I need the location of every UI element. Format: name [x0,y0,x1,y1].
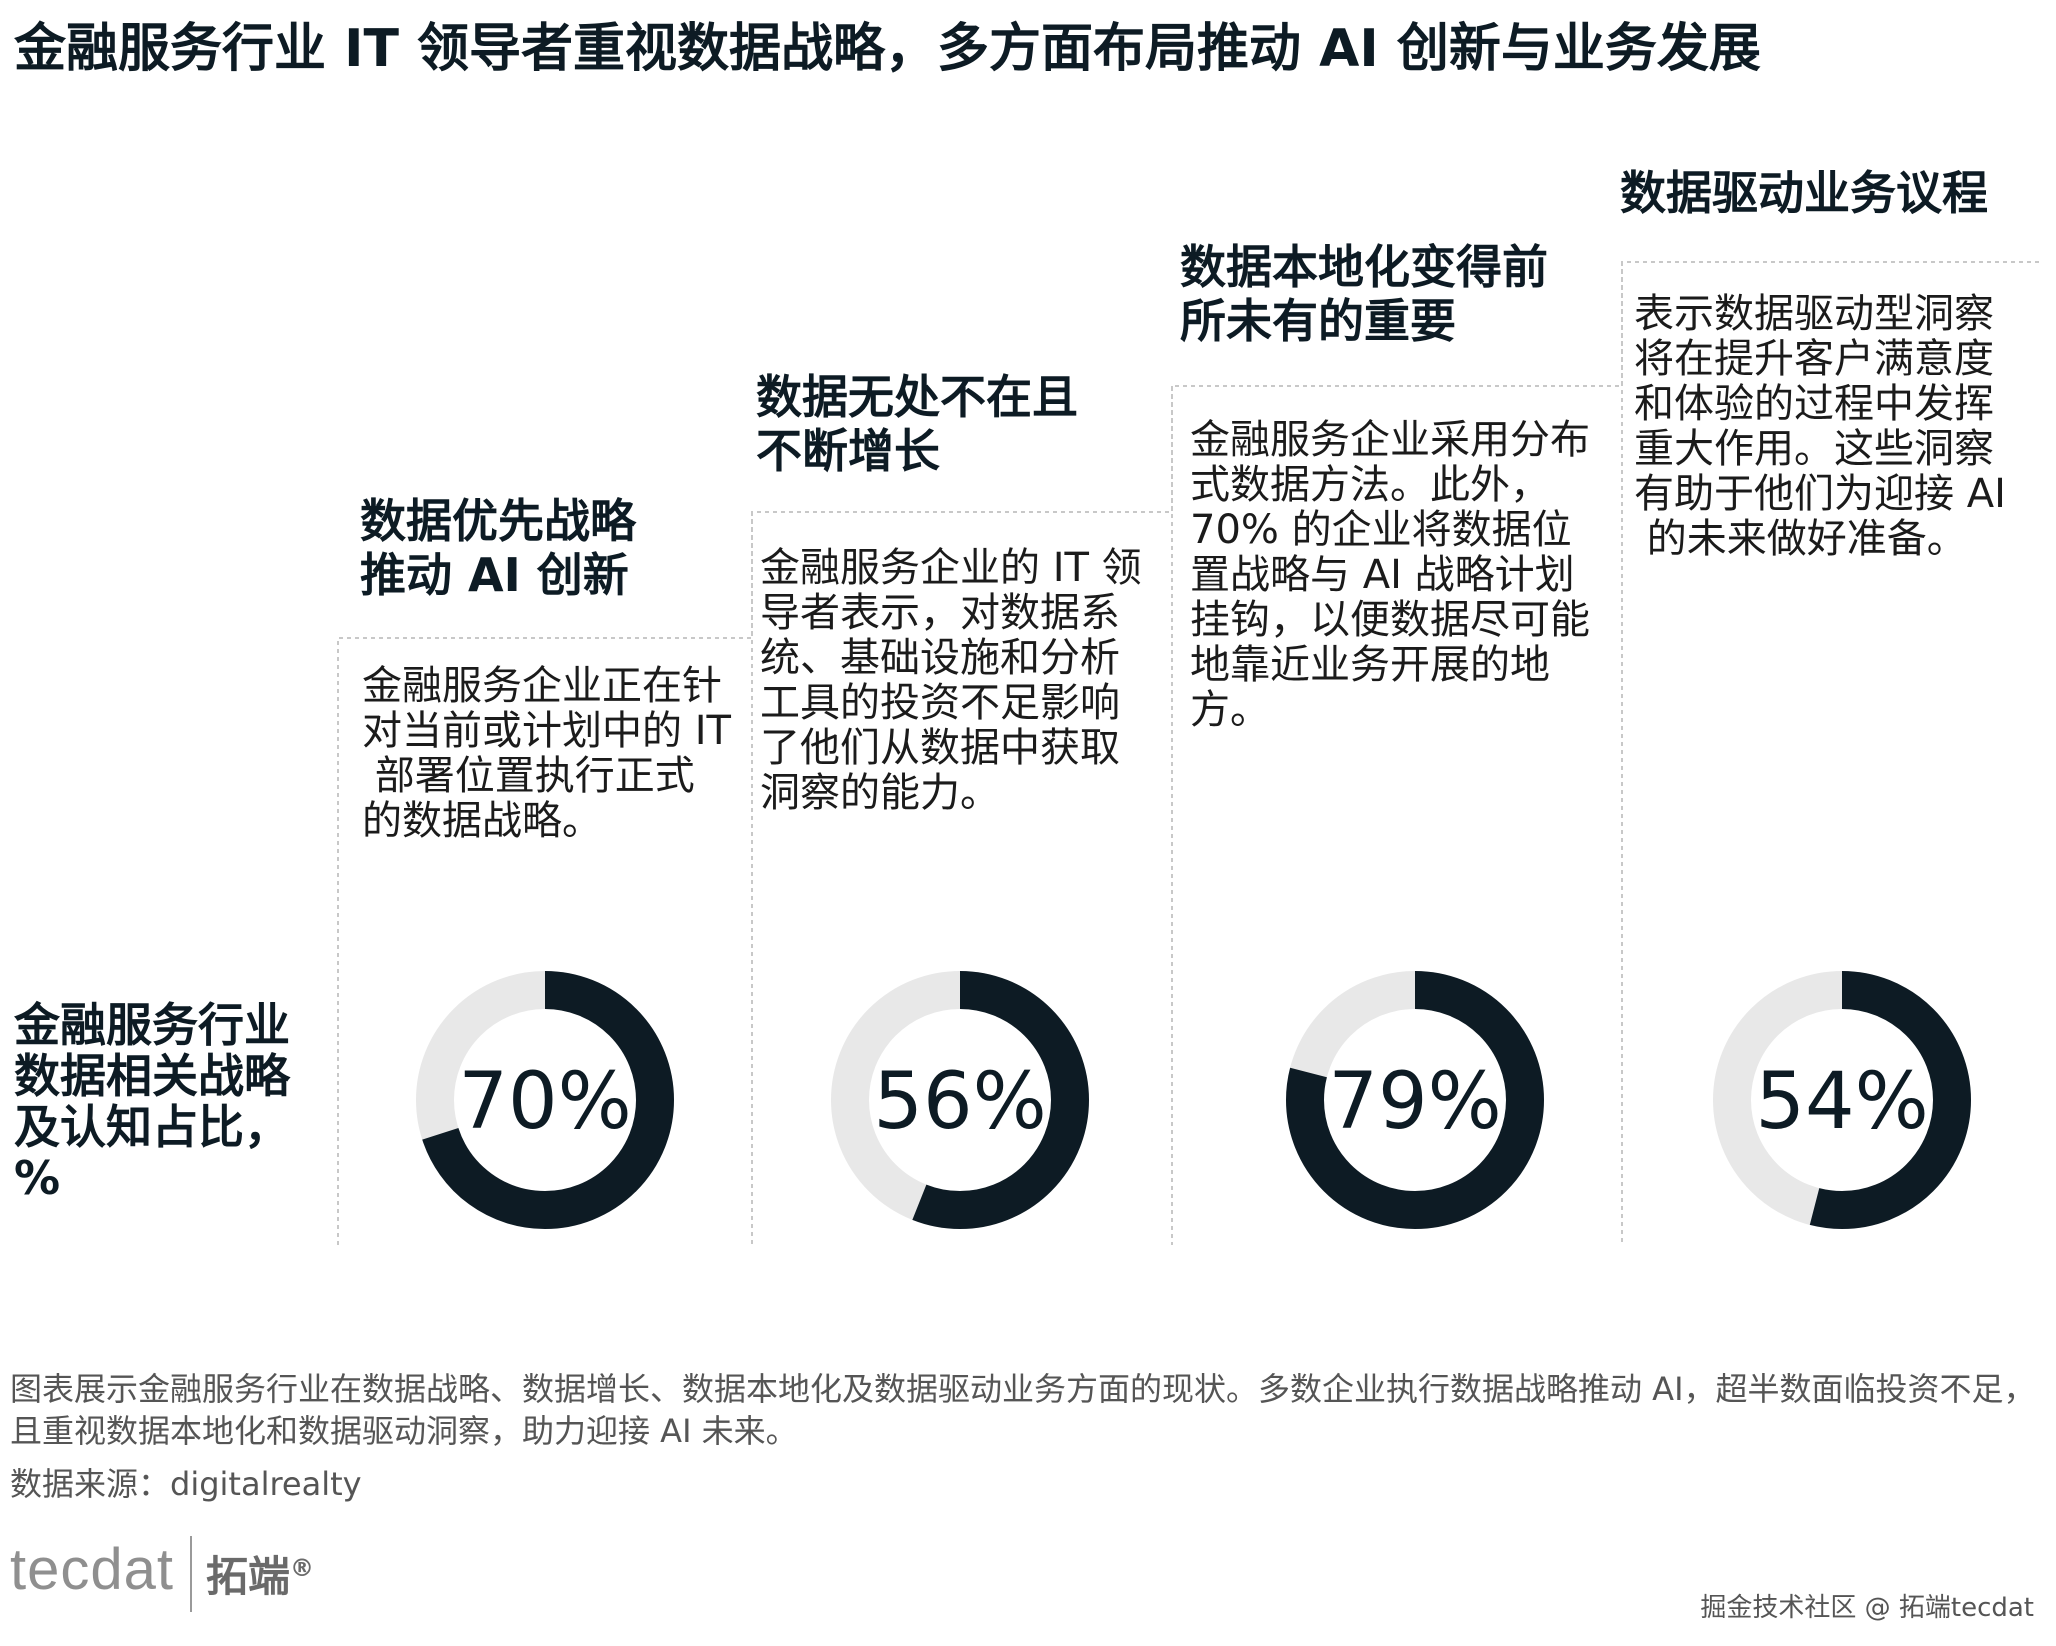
step-title-line: 数据驱动业务议程 [1620,166,1988,220]
step-description-line: 统、基础设施和分析 [760,635,1120,681]
step-title-line: 所未有的重要 [1180,294,1456,348]
donut-value-label: 54% [1755,1057,1928,1147]
step-description-line: 有助于他们为迎接 AI [1634,471,2006,517]
step-description-line: 重大作用。这些洞察 [1634,426,1994,472]
donut-4: 54% [1713,971,1971,1229]
step-description-2: 金融服务企业的 IT 领导者表示，对数据系 统、基础设施和分析 工具的投资不足影响了… [760,546,1170,816]
donut-1: 70% [416,971,674,1229]
step-description-line: 将在提升客户满意度 [1634,336,1994,382]
step-description-line: 方。 [1190,687,1270,733]
logo-text-cn: 拓端® [206,1538,314,1607]
step-description-line: 地靠近业务开展的地 [1190,642,1550,688]
chart-title: 金融服务行业 IT 领导者重视数据战略，多方面布局推动 AI 创新与业务发展 [14,19,1761,79]
source: 数据来源：digitalrealty [10,1465,362,1503]
logo-separator [190,1536,192,1612]
step-description-line: 导者表示，对数据系 [760,590,1120,636]
donut-2: 56% [831,971,1089,1229]
donut-value-arc [1713,971,1971,1229]
donut-value-arc [1286,971,1544,1229]
step-description-4: 表示数据驱动型洞察 将在提升客户满意度 和体验的过程中发挥 重大作用。这些洞察 有助于他… [1634,292,2034,562]
step-description-line: 70% 的企业将数据位 [1190,507,1572,553]
step-description-line: 金融服务企业采用分布 [1190,418,1590,463]
donut-value-arc [831,971,1089,1229]
step-description-line: 金融服务企业的 IT 领 [760,546,1142,591]
step-description-1: 金融服务企业正在针 对当前或计划中的 IT 部署位置执行正式 的数据战略。 [362,664,754,844]
step-description-line: 式数据方法。此外， [1190,462,1550,508]
donut-value-label: 56% [873,1057,1046,1147]
step-description-line: 和体验的过程中发挥 [1634,381,1994,427]
watermark: 掘金技术社区 @ 拓端tecdat [1700,1593,2034,1623]
step-title-line: 数据本地化变得前 [1180,240,1548,294]
donut-value-label: 70% [458,1057,631,1147]
step-description-line: 挂钩，以便数据尽可能 [1190,597,1590,643]
step-title-line: 数据无处不在且 [756,370,1078,424]
tecdat-logo: tecdat 拓端® [10,1530,350,1620]
step-description-line: 的未来做好准备。 [1634,516,1967,562]
staircase-outline [337,261,2040,1245]
logo-reg: ® [290,1554,315,1582]
step-description-line: 金融服务企业正在针 [362,664,722,709]
step-title-1: 数据优先战略 推动 AI 创新 [360,494,636,602]
step-description-line: 部署位置执行正式 [362,753,695,799]
logo-cn-text: 拓端 [206,1552,291,1601]
step-description-3: 金融服务企业采用分布 式数据方法。此外， 70% 的企业将数据位 置战略与 AI 战略… [1190,418,1620,733]
step-title-3: 数据本地化变得前 所未有的重要 [1180,240,1548,348]
step-title-line: 数据优先战略 [360,494,636,548]
step-title-4: 数据驱动业务议程 [1620,166,1988,220]
step-description-line: 工具的投资不足影响 [760,680,1120,726]
step-description-line: 置战略与 AI 战略计划 [1190,552,1575,598]
step-title-line: 推动 AI 创新 [360,548,629,602]
step-title-line: 不断增长 [756,424,940,478]
step-description-line: 的数据战略。 [362,798,602,844]
donut-3: 79% [1286,971,1544,1229]
step-title-2: 数据无处不在且 不断增长 [756,370,1078,478]
step-description-line: 洞察的能力。 [760,770,1000,816]
side-label: 金融服务行业数据相关战略及认知占比，% [14,998,290,1205]
step-description-line: 了他们从数据中获取 [760,725,1120,771]
donut-value-arc [416,971,674,1229]
step-description-line: 表示数据驱动型洞察 [1634,292,1994,337]
donut-charts: 70% 56% 79% 54% [416,971,1971,1229]
donut-value-label: 79% [1328,1057,1501,1147]
caption: 图表展示金融服务行业在数据战略、数据增长、数据本地化及数据驱动业务方面的现状。多… [10,1370,2036,1450]
logo-text-tecdat: tecdat [10,1537,174,1602]
step-description-line: 对当前或计划中的 IT [362,708,731,754]
